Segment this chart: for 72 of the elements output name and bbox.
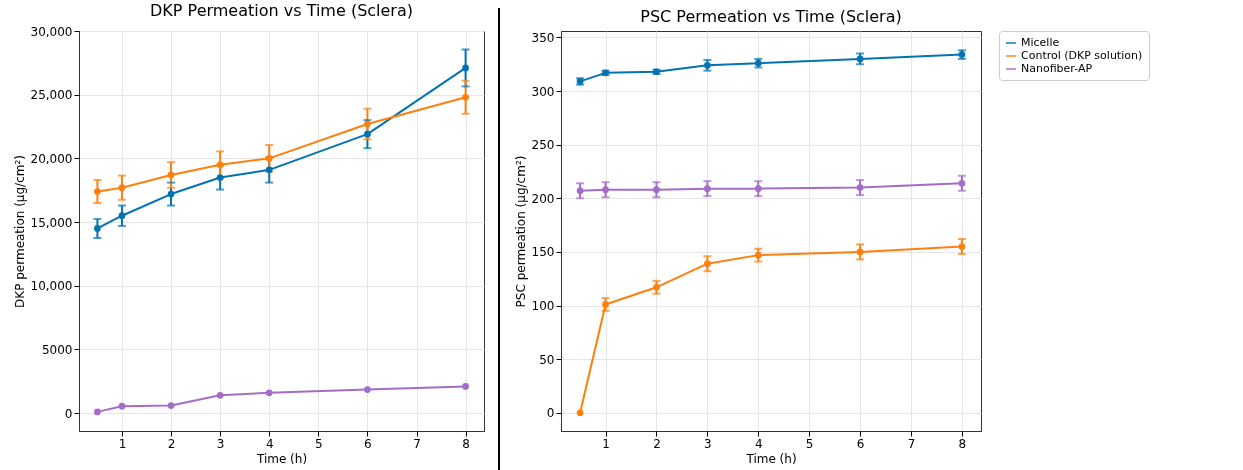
point bbox=[216, 391, 224, 399]
point bbox=[704, 185, 711, 192]
y-tick-label: 50 bbox=[539, 352, 555, 367]
point bbox=[754, 251, 762, 259]
point bbox=[653, 283, 660, 291]
y-tick-label: 10,000 bbox=[30, 279, 73, 294]
y-tick-label: 100 bbox=[531, 299, 555, 314]
point bbox=[576, 409, 584, 417]
point bbox=[462, 93, 469, 101]
x-tick-label: 1 bbox=[602, 436, 610, 451]
x-tick-label: 5 bbox=[805, 436, 814, 451]
point bbox=[602, 301, 609, 308]
y-tick-label: 150 bbox=[531, 245, 555, 260]
point bbox=[167, 402, 175, 409]
y-tick-label: 20,000 bbox=[30, 151, 73, 166]
chart-title: DKP Permeation vs Time (Sclera) bbox=[150, 1, 413, 20]
x-tick-label: 8 bbox=[958, 436, 967, 451]
x-tick-label: 3 bbox=[704, 436, 712, 451]
y-tick-label: 200 bbox=[531, 191, 555, 206]
x-tick-label: 8 bbox=[462, 436, 470, 451]
point bbox=[364, 130, 371, 138]
x-axis-title: Time (h) bbox=[745, 451, 797, 466]
y-tick-label: 300 bbox=[531, 84, 555, 99]
x-tick-label: 4 bbox=[754, 436, 763, 451]
x-tick-label: 2 bbox=[167, 436, 176, 451]
x-tick-label: 7 bbox=[413, 436, 421, 451]
point bbox=[856, 248, 864, 256]
y-tick-label: 30,000 bbox=[30, 24, 73, 39]
y-axis-title: DKP permeation (µg/cm²) bbox=[12, 155, 27, 308]
x-tick-label: 2 bbox=[653, 436, 661, 451]
y-tick-label: 5000 bbox=[41, 342, 73, 357]
point bbox=[576, 187, 584, 195]
y-axis-title: PSC permeation (µg/cm²) bbox=[513, 155, 528, 308]
legend-label: Nanofiber-AP bbox=[1021, 62, 1093, 75]
y-tick-label: 350 bbox=[531, 30, 555, 45]
point bbox=[602, 186, 609, 194]
point bbox=[462, 383, 469, 390]
x-tick-label: 3 bbox=[216, 436, 225, 451]
legend-label: Control (DKP solution) bbox=[1021, 49, 1143, 62]
x-axis-title: Time (h) bbox=[255, 451, 308, 466]
point bbox=[754, 185, 762, 192]
x-tick-label: 5 bbox=[315, 436, 323, 451]
point bbox=[118, 184, 126, 192]
x-tick-label: 6 bbox=[856, 436, 865, 451]
point bbox=[462, 64, 469, 72]
y-tick-label: 15,000 bbox=[30, 215, 73, 230]
point bbox=[958, 243, 966, 250]
point bbox=[364, 120, 371, 128]
point bbox=[653, 186, 660, 194]
point bbox=[958, 179, 966, 187]
point bbox=[704, 260, 711, 268]
point bbox=[167, 171, 175, 179]
point bbox=[118, 402, 126, 410]
y-tick-label: 250 bbox=[531, 138, 555, 153]
legend-label: Micelle bbox=[1021, 36, 1060, 49]
point bbox=[167, 190, 175, 198]
y-tick-label: 0 bbox=[64, 406, 73, 421]
y-tick-label: 25,000 bbox=[30, 88, 73, 103]
x-tick-label: 1 bbox=[118, 436, 127, 451]
point bbox=[118, 212, 126, 220]
x-tick-label: 4 bbox=[265, 436, 274, 451]
point bbox=[94, 188, 101, 195]
point bbox=[94, 225, 101, 232]
x-tick-label: 7 bbox=[907, 436, 916, 451]
x-tick-label: 6 bbox=[364, 436, 372, 451]
point bbox=[856, 184, 864, 191]
point bbox=[265, 389, 273, 397]
point bbox=[364, 386, 371, 393]
y-tick-label: 0 bbox=[546, 406, 555, 421]
point bbox=[265, 166, 273, 174]
chart-title: PSC Permeation vs Time (Sclera) bbox=[640, 6, 902, 26]
point bbox=[94, 408, 101, 416]
